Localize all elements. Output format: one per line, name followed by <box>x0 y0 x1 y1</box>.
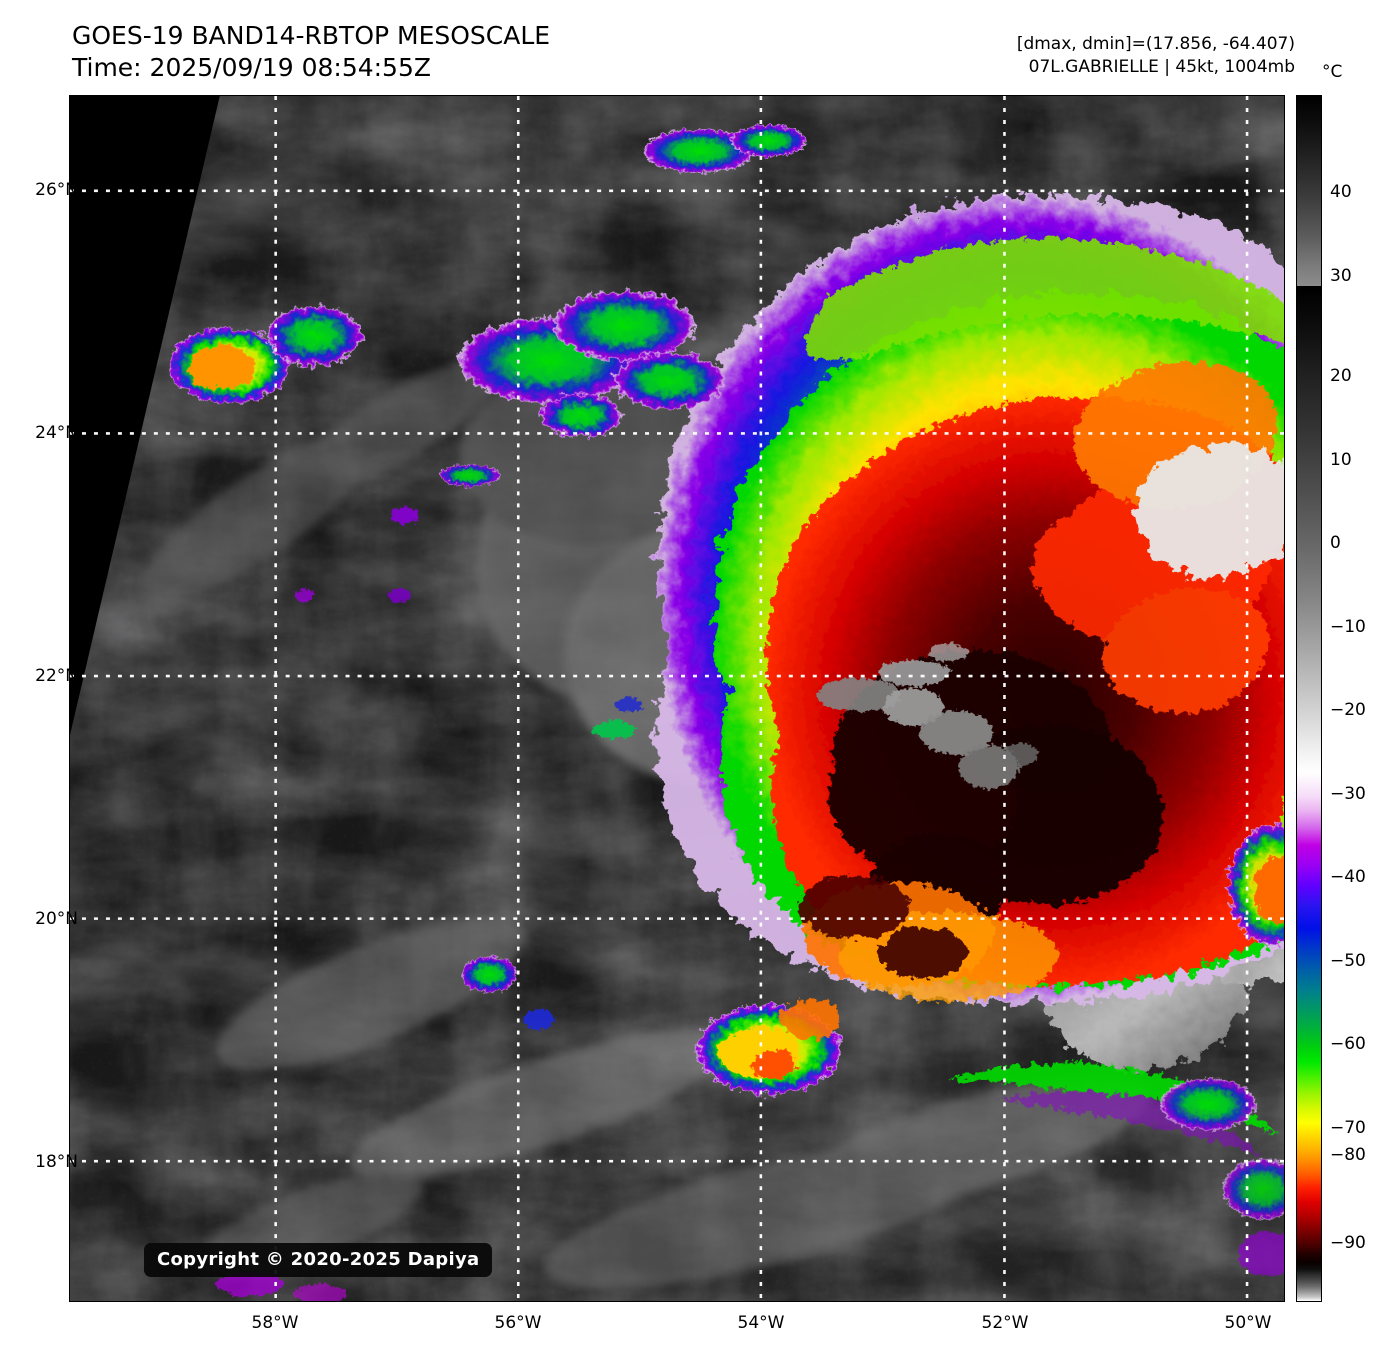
ytick-20n: 20°N <box>35 909 78 929</box>
satellite-map[interactable]: Copyright © 2020-2025 Dapiya <box>69 95 1285 1302</box>
cbtick-20: 20 <box>1330 366 1352 386</box>
dmax-dmin-label: [dmax, dmin]=(17.856, -64.407) <box>1016 34 1295 54</box>
cbtick-0: 0 <box>1330 533 1341 553</box>
ytick-18n: 18°N <box>35 1152 78 1172</box>
cbtick-40: 40 <box>1330 182 1352 202</box>
cbtick-m80: −80 <box>1330 1145 1366 1165</box>
colorbar-unit-label: °C <box>1322 62 1343 82</box>
storm-info-label: 07L.GABRIELLE | 45kt, 1004mb <box>1028 57 1295 77</box>
cbtick-m10: −10 <box>1330 617 1366 637</box>
cbtick-m90: −90 <box>1330 1233 1366 1253</box>
ytick-26n: 26°N <box>35 180 78 200</box>
xtick-58w: 58°W <box>251 1313 299 1333</box>
xtick-54w: 54°W <box>737 1313 785 1333</box>
cbtick-m50: −50 <box>1330 951 1366 971</box>
colorbar-warm-segment <box>1296 95 1322 287</box>
cbtick-10: 10 <box>1330 450 1352 470</box>
xtick-50w: 50°W <box>1224 1313 1272 1333</box>
colorbar[interactable] <box>1296 95 1322 1302</box>
ytick-24n: 24°N <box>35 423 78 443</box>
title-block: GOES-19 BAND14-RBTOP MESOSCALE Time: 202… <box>72 20 550 84</box>
cbtick-30: 30 <box>1330 266 1352 286</box>
ytick-22n: 22°N <box>35 666 78 686</box>
colorbar-main-segment <box>1296 287 1322 1302</box>
cbtick-m40: −40 <box>1330 867 1366 887</box>
satellite-image <box>70 96 1284 1301</box>
timestamp-label: Time: 2025/09/19 08:54:55Z <box>72 53 431 82</box>
page-title: GOES-19 BAND14-RBTOP MESOSCALE <box>72 21 551 50</box>
xtick-56w: 56°W <box>494 1313 542 1333</box>
copyright-badge: Copyright © 2020-2025 Dapiya <box>144 1243 493 1277</box>
xtick-52w: 52°W <box>981 1313 1029 1333</box>
cbtick-m30: −30 <box>1330 784 1366 804</box>
map-gridlines <box>70 96 1284 1301</box>
cbtick-m60: −60 <box>1330 1034 1366 1054</box>
cbtick-m20: −20 <box>1330 700 1366 720</box>
metadata-block: [dmax, dmin]=(17.856, -64.407) 07L.GABRI… <box>1017 33 1295 79</box>
cbtick-m70: −70 <box>1330 1118 1366 1138</box>
